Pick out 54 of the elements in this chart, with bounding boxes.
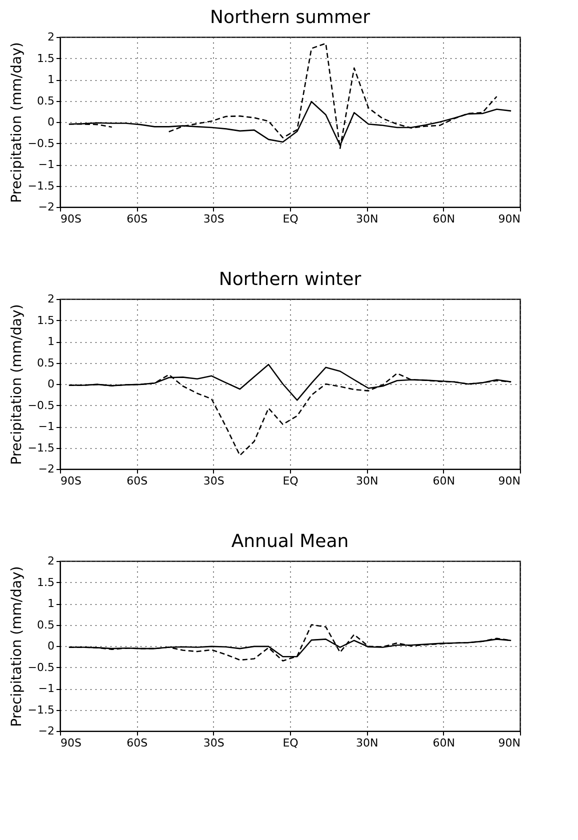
chart-title: Northern winter bbox=[218, 269, 362, 290]
y-tick-label: 1 bbox=[48, 597, 54, 610]
y-tick-label: 1 bbox=[48, 73, 54, 86]
x-tick-label: 90N bbox=[498, 474, 520, 488]
y-tick-label: 2 bbox=[48, 292, 54, 306]
y-tick-label: 2 bbox=[48, 30, 54, 44]
y-tick-label: −1 bbox=[38, 682, 54, 695]
x-tick-label: 60S bbox=[126, 474, 148, 488]
y-tick-label: −1 bbox=[38, 420, 54, 433]
chart-title: Annual Mean bbox=[231, 531, 349, 552]
x-tick-label: 60S bbox=[126, 212, 148, 226]
x-tick-label: 60N bbox=[432, 212, 455, 226]
y-tick-label: −1.5 bbox=[28, 179, 54, 192]
y-axis-title: Precipitation (mm/day) bbox=[8, 42, 25, 203]
x-tick-label: 90S bbox=[60, 212, 82, 226]
y-tick-label: 0 bbox=[48, 116, 54, 128]
x-tick-label: 60S bbox=[126, 736, 148, 750]
x-tick-label: 90S bbox=[60, 736, 82, 750]
y-tick-label: 0 bbox=[48, 378, 54, 390]
x-tick-label: 30N bbox=[356, 736, 378, 750]
y-tick-label: 1.5 bbox=[37, 576, 54, 589]
x-tick-label: 30S bbox=[203, 212, 224, 226]
x-tick-label: 30N bbox=[356, 474, 378, 488]
x-tick-label: 90N bbox=[498, 212, 520, 226]
x-tick-label: EQ bbox=[282, 474, 299, 488]
x-tick-label: 60N bbox=[432, 474, 455, 488]
x-tick-label: 30N bbox=[356, 212, 378, 226]
y-tick-label: 2 bbox=[48, 554, 54, 568]
y-axis-title: Precipitation (mm/day) bbox=[8, 566, 25, 727]
x-tick-label: 30S bbox=[203, 736, 224, 750]
y-tick-label: −0.5 bbox=[28, 398, 54, 412]
y-tick-label: 1.5 bbox=[37, 314, 54, 327]
x-tick-label: EQ bbox=[282, 212, 299, 226]
y-tick-label: 0.5 bbox=[37, 356, 54, 370]
x-tick-label: EQ bbox=[282, 736, 299, 750]
x-tick-label: 90N bbox=[498, 736, 520, 750]
y-tick-label: −1.5 bbox=[28, 441, 54, 454]
y-tick-label: −2 bbox=[38, 462, 54, 476]
y-tick-label: 0.5 bbox=[37, 618, 54, 632]
y-tick-label: −0.5 bbox=[28, 660, 54, 674]
y-tick-label: 1 bbox=[48, 335, 54, 348]
y-tick-label: −2 bbox=[38, 200, 54, 214]
y-tick-label: −1.5 bbox=[28, 703, 54, 716]
y-axis-title: Precipitation (mm/day) bbox=[8, 304, 25, 465]
y-tick-label: −0.5 bbox=[28, 136, 54, 150]
y-tick-label: 0 bbox=[48, 640, 54, 652]
x-tick-label: 30S bbox=[203, 474, 224, 488]
y-tick-label: −1 bbox=[38, 158, 54, 171]
y-tick-label: 1.5 bbox=[37, 52, 54, 65]
y-tick-label: 0.5 bbox=[37, 94, 54, 108]
x-tick-label: 90S bbox=[60, 474, 82, 488]
y-tick-label: −2 bbox=[38, 724, 54, 738]
x-tick-label: 60N bbox=[432, 736, 455, 750]
chart-title: Northern summer bbox=[210, 7, 371, 28]
